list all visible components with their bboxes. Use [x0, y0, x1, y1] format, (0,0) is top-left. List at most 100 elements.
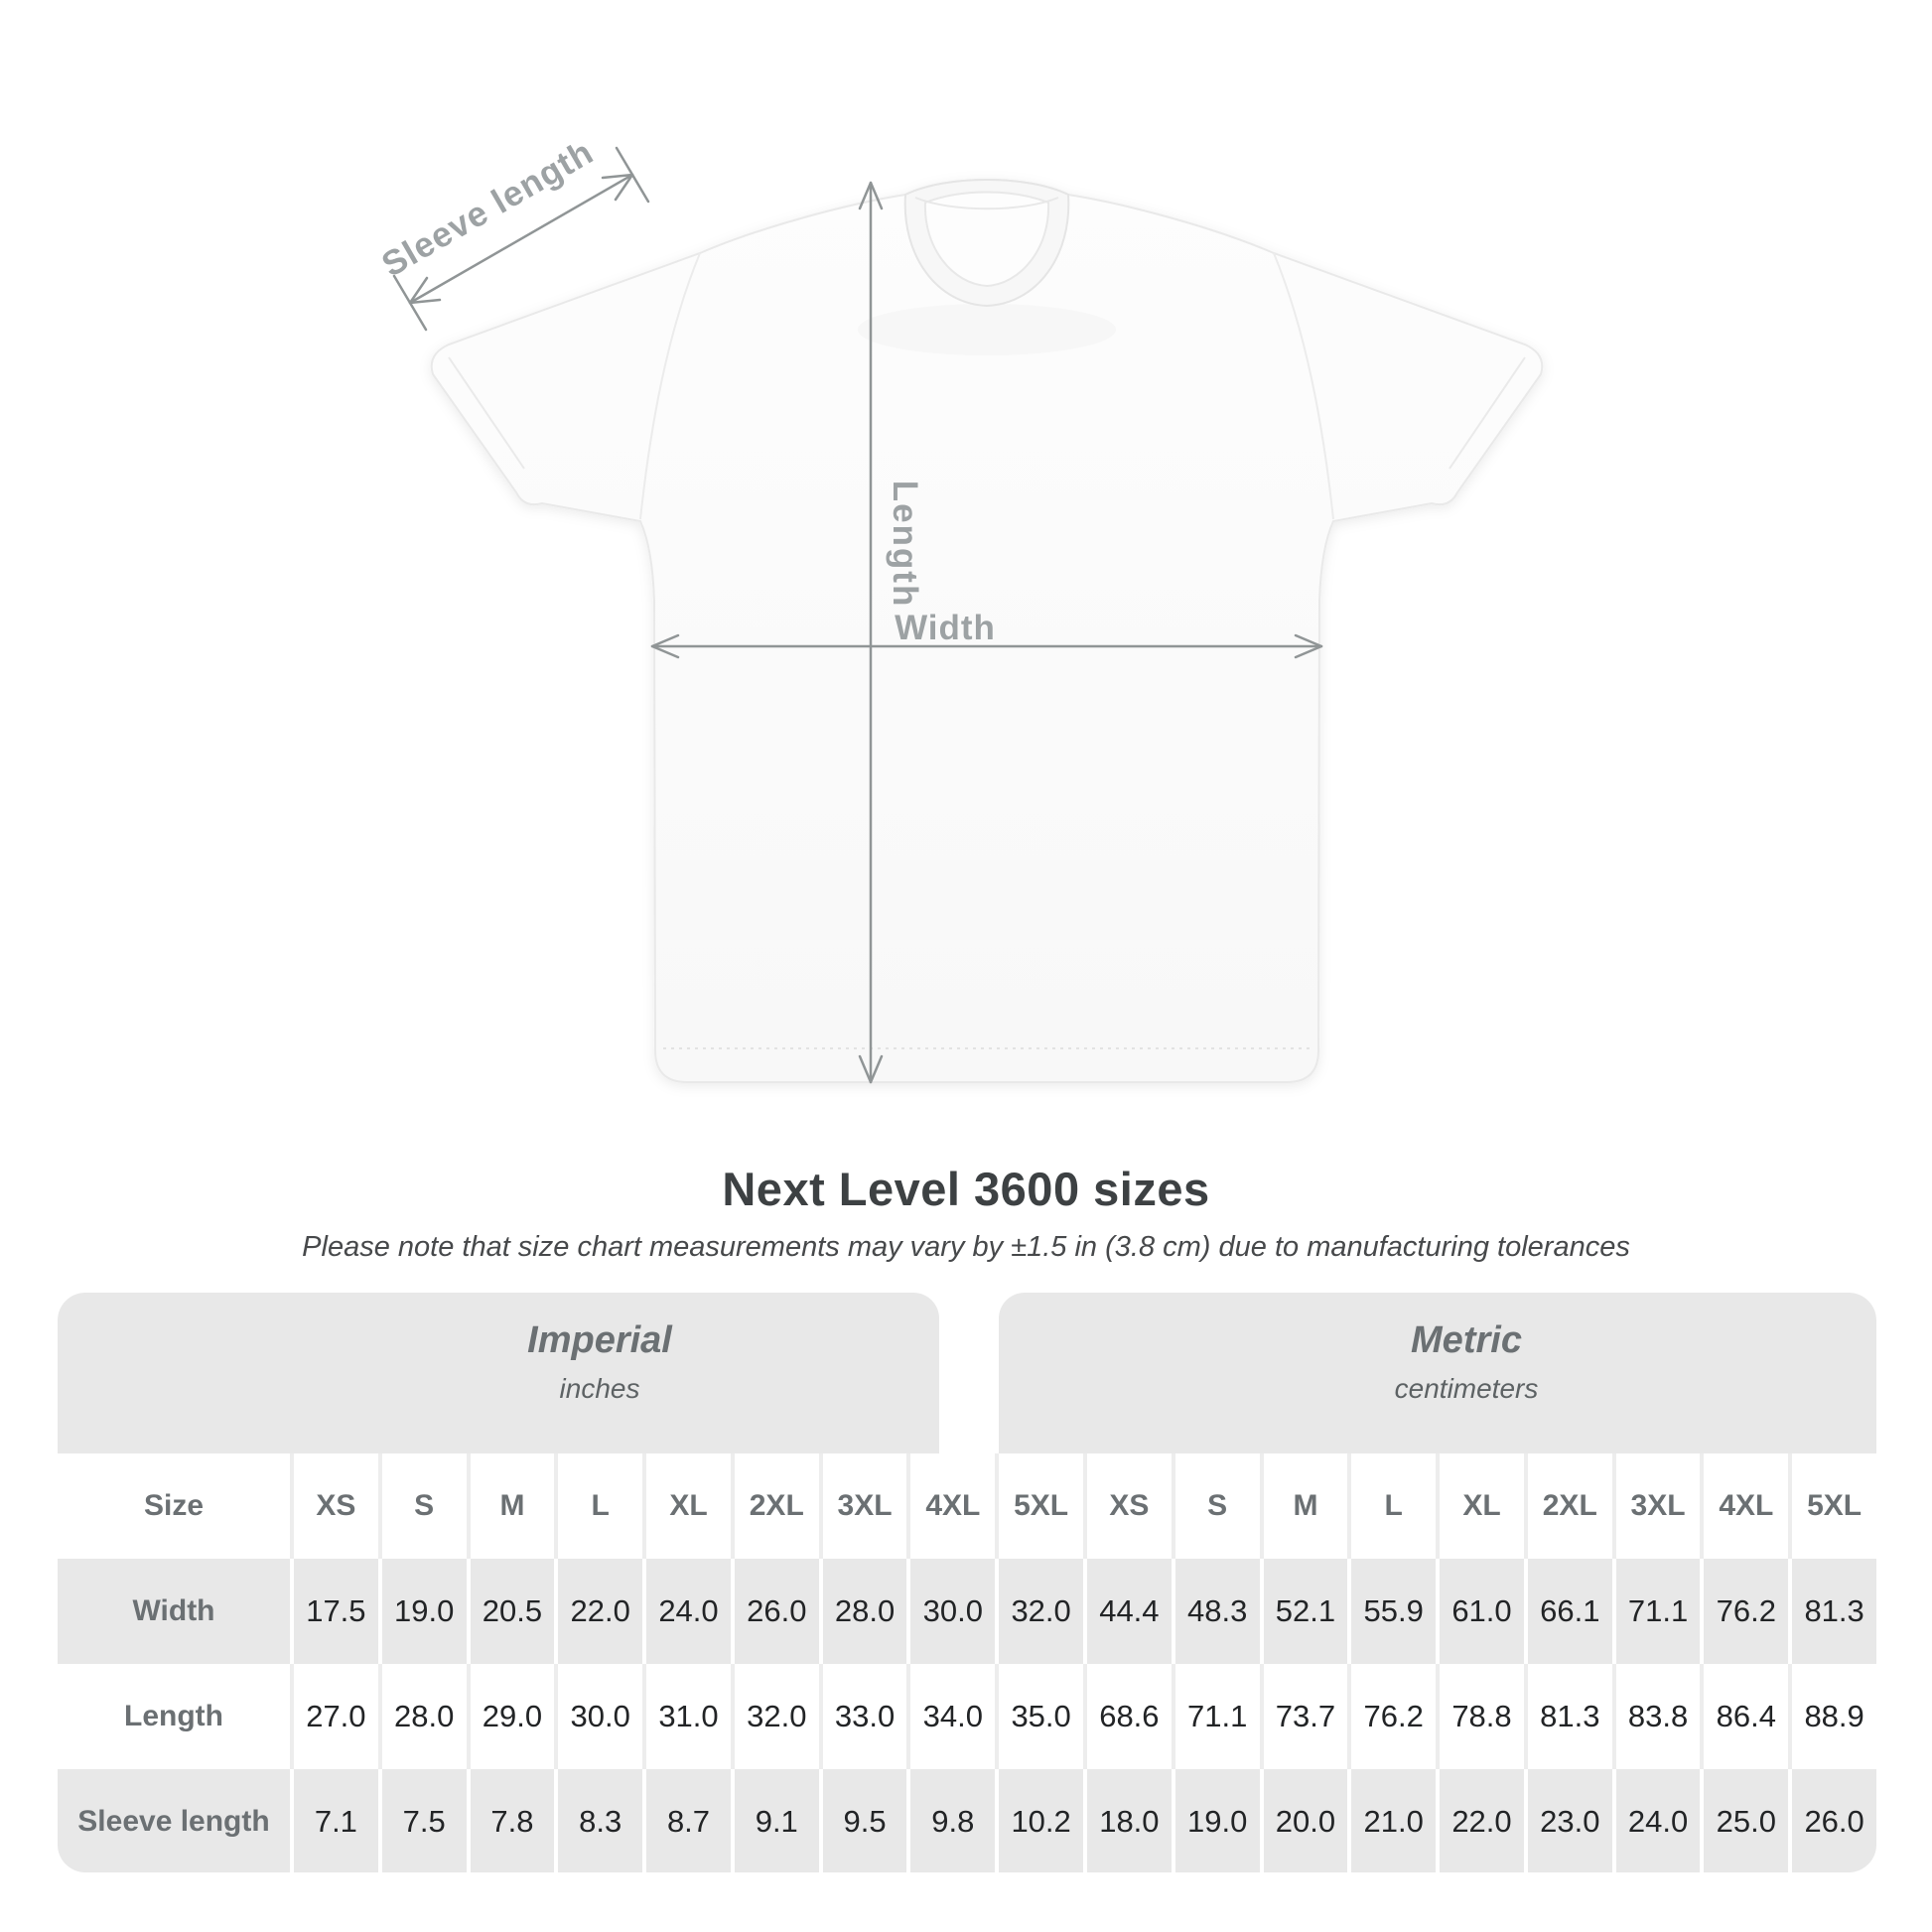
imperial-unit-label: Imperial inches: [527, 1319, 672, 1405]
width-arrowhead-left: [650, 633, 680, 659]
table-cell: 32.0: [730, 1664, 819, 1769]
size-col-header: 2XL: [730, 1453, 819, 1559]
size-col-header: L: [1347, 1453, 1436, 1559]
size-col-header: 4XL: [1700, 1453, 1788, 1559]
table-cell: 78.8: [1436, 1664, 1524, 1769]
table-row-width: Width 17.5 19.0 20.5 22.0 24.0 26.0 28.0…: [58, 1559, 1876, 1664]
size-col-header: 5XL: [995, 1453, 1083, 1559]
length-arrowhead-top: [858, 181, 884, 210]
table-cell: 52.1: [1259, 1559, 1348, 1664]
table-cell: 86.4: [1700, 1664, 1788, 1769]
size-col-header: L: [554, 1453, 642, 1559]
table-cell: 28.0: [818, 1559, 907, 1664]
table-cell: 8.3: [554, 1769, 642, 1872]
table-row-length: Length 27.0 28.0 29.0 30.0 31.0 32.0 33.…: [58, 1664, 1876, 1769]
table-cell: 35.0: [995, 1664, 1083, 1769]
table-cell: 20.5: [466, 1559, 555, 1664]
table-cell: 34.0: [906, 1664, 995, 1769]
size-col-header: S: [377, 1453, 467, 1559]
sleeve-end-tick-top: [615, 146, 650, 204]
table-cell: 48.3: [1171, 1559, 1260, 1664]
table-cell: 33.0: [818, 1664, 907, 1769]
length-arrowhead-bottom: [858, 1054, 884, 1084]
under-collar-shading: [858, 304, 1116, 355]
size-col-header: M: [1259, 1453, 1348, 1559]
length-label: Length: [886, 481, 924, 609]
table-cell: 81.3: [1788, 1559, 1876, 1664]
left-armhole-seam: [639, 252, 701, 520]
table-cell: 61.0: [1436, 1559, 1524, 1664]
dimension-arrows: [392, 146, 1323, 1084]
width-arrowhead-right: [1294, 633, 1323, 659]
row-label: Width: [132, 1594, 215, 1627]
size-col-header: XS: [1083, 1453, 1172, 1559]
imperial-unit-sublabel: inches: [559, 1372, 640, 1404]
table-cell: 76.2: [1347, 1664, 1436, 1769]
tshirt-illustration: [430, 179, 1544, 1083]
page-title: Next Level 3600 sizes: [722, 1163, 1210, 1215]
table-row-sleeve-length: Sleeve length 7.1 7.5 7.8 8.3 8.7 9.1 9.…: [58, 1769, 1876, 1872]
table-cell: 71.1: [1611, 1559, 1701, 1664]
table-cell: 19.0: [377, 1559, 467, 1664]
table-cell: 27.0: [290, 1664, 378, 1769]
tshirt-body: [430, 179, 1544, 1083]
table-cell: 22.0: [1436, 1769, 1524, 1872]
table-cell: 9.1: [730, 1769, 819, 1872]
size-col-header: M: [466, 1453, 555, 1559]
left-sleeve-hem-stitch: [448, 356, 525, 470]
table-cell: 30.0: [906, 1559, 995, 1664]
table-cell: 28.0: [377, 1664, 467, 1769]
size-header-cell: Size: [143, 1489, 205, 1522]
table-cell: 24.0: [642, 1559, 731, 1664]
sleeve-length-label: Sleeve length: [375, 132, 600, 284]
sleeve-end-tick-bottom: [392, 274, 428, 332]
width-label: Width: [895, 609, 996, 647]
table-cell: 81.3: [1523, 1664, 1612, 1769]
table-cell: 7.1: [290, 1769, 378, 1872]
table-header-row: Size XS S M L XL 2XL 3XL 4XL 5XL XS S M …: [58, 1453, 1876, 1559]
size-col-header: 2XL: [1523, 1453, 1612, 1559]
table-cell: 30.0: [554, 1664, 642, 1769]
table-cell: 22.0: [554, 1559, 642, 1664]
table-cell: 10.2: [995, 1769, 1083, 1872]
table-cell: 9.8: [906, 1769, 995, 1872]
metric-unit-sublabel: centimeters: [1394, 1372, 1539, 1404]
size-col-header: XL: [1436, 1453, 1524, 1559]
row-label: Length: [124, 1700, 223, 1732]
size-col-header: XL: [642, 1453, 731, 1559]
table-cell: 71.1: [1171, 1664, 1260, 1769]
table-cell: 25.0: [1700, 1769, 1788, 1872]
table-cell: 7.5: [377, 1769, 467, 1872]
row-label: Sleeve length: [77, 1805, 270, 1838]
table-cell: 26.0: [1788, 1769, 1876, 1872]
table-cell: 31.0: [642, 1664, 731, 1769]
imperial-unit-name: Imperial: [527, 1319, 672, 1361]
table-cell: 26.0: [730, 1559, 819, 1664]
table-cell: 29.0: [466, 1664, 555, 1769]
page-subtitle: Please note that size chart measurements…: [302, 1231, 1630, 1263]
size-col-header: 3XL: [1611, 1453, 1701, 1559]
table-cell: 20.0: [1259, 1769, 1348, 1872]
sleeve-arrow: [408, 173, 634, 305]
right-sleeve-hem-stitch: [1449, 356, 1526, 470]
table-cell: 68.6: [1083, 1664, 1172, 1769]
collar-inner: [923, 191, 1050, 288]
size-col-header: 4XL: [906, 1453, 995, 1559]
metric-unit-name: Metric: [1411, 1319, 1522, 1361]
table-cell: 18.0: [1083, 1769, 1172, 1872]
table-cell: 21.0: [1347, 1769, 1436, 1872]
table-cell: 76.2: [1700, 1559, 1788, 1664]
table-cell: 23.0: [1523, 1769, 1612, 1872]
table-cell: 66.1: [1523, 1559, 1612, 1664]
size-col-header: XS: [290, 1453, 378, 1559]
size-col-header: 5XL: [1788, 1453, 1876, 1559]
table-cell: 88.9: [1788, 1664, 1876, 1769]
metric-band: [999, 1293, 1876, 1453]
table-cell: 73.7: [1259, 1664, 1348, 1769]
metric-unit-label: Metric centimeters: [1394, 1319, 1539, 1405]
tshirt-diagram: Sleeve length Length Width: [375, 132, 1544, 1084]
imperial-band: [58, 1293, 939, 1453]
table-cell: 7.8: [466, 1769, 555, 1872]
table-cell: 19.0: [1171, 1769, 1260, 1872]
table-cell: 55.9: [1347, 1559, 1436, 1664]
